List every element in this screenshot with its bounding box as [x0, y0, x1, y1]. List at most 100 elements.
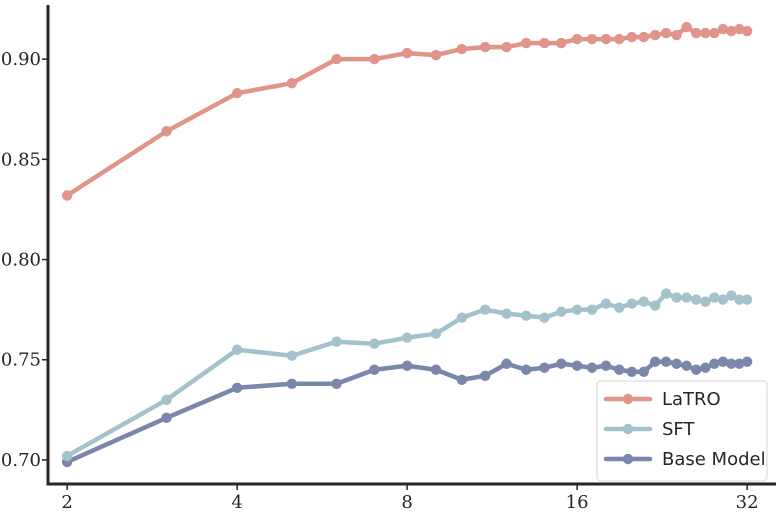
data-point-sft: [726, 290, 737, 301]
data-point-sft: [430, 328, 442, 339]
data-point-sft: [638, 296, 650, 307]
data-point-base-model: [671, 358, 682, 369]
data-point-latro: [161, 126, 172, 137]
legend-item-latro: LaTRO: [603, 389, 721, 410]
series-layer: [61, 21, 753, 468]
data-point-latro: [681, 21, 692, 33]
data-point-base-model: [161, 412, 172, 424]
data-point-latro: [231, 87, 243, 99]
data-point-base-model: [586, 362, 598, 373]
data-point-sft: [369, 338, 380, 349]
data-point-base-model: [231, 382, 243, 393]
data-point-latro: [671, 29, 682, 41]
data-point-latro: [480, 41, 491, 53]
data-point-sft: [286, 350, 298, 361]
data-point-base-model: [700, 362, 711, 373]
data-point-base-model: [600, 360, 612, 371]
data-point-base-model: [286, 378, 298, 389]
data-point-base-model: [734, 358, 745, 369]
data-point-sft: [734, 294, 745, 305]
data-point-latro: [726, 25, 737, 37]
data-point-latro: [586, 33, 598, 45]
legend-swatch-marker: [622, 423, 634, 435]
data-point-latro: [369, 53, 380, 65]
data-point-sft: [681, 292, 692, 303]
data-point-latro: [556, 37, 567, 49]
data-point-base-model: [556, 358, 567, 369]
data-point-sft: [671, 292, 682, 303]
y-tick-label: 0.80: [1, 250, 41, 271]
legend-label: Base Model: [662, 449, 766, 470]
data-point-latro: [650, 29, 661, 41]
data-point-base-model: [741, 356, 753, 367]
data-point-base-model: [430, 364, 442, 375]
data-point-base-model: [717, 356, 729, 367]
data-point-sft: [600, 298, 612, 309]
data-point-base-model: [539, 362, 550, 373]
legend-swatch-marker: [622, 393, 634, 405]
data-point-sft: [231, 344, 243, 355]
data-point-sft: [331, 336, 342, 347]
data-point-latro: [539, 37, 550, 49]
y-tick-label: 0.70: [1, 450, 41, 471]
legend-label: SFT: [662, 419, 695, 440]
data-point-latro: [600, 33, 612, 45]
data-point-latro: [571, 33, 583, 45]
data-point-latro: [741, 25, 753, 37]
data-point-sft: [401, 332, 413, 343]
data-point-base-model: [369, 364, 380, 375]
data-point-sft: [741, 294, 753, 305]
data-point-sft: [501, 308, 512, 319]
data-point-sft: [556, 306, 567, 317]
data-point-latro: [401, 47, 413, 59]
data-point-latro: [690, 27, 702, 39]
data-point-sft: [571, 304, 583, 315]
data-point-base-model: [650, 356, 661, 367]
data-point-sft: [161, 394, 172, 406]
data-point-base-model: [614, 364, 625, 375]
data-point-sft: [660, 288, 672, 299]
series-latro: [61, 21, 753, 201]
data-point-base-model: [520, 364, 532, 375]
data-point-sft: [650, 300, 661, 311]
data-point-latro: [456, 43, 468, 55]
data-point-latro: [660, 27, 672, 39]
legend: LaTRO SFT Base Model: [596, 380, 768, 482]
data-point-base-model: [726, 358, 737, 369]
legend-item-base-model: Base Model: [603, 449, 766, 470]
x-tick-label: 16: [566, 492, 589, 513]
axis-layer: [46, 5, 776, 486]
data-point-latro: [430, 49, 442, 61]
data-point-sft: [520, 310, 532, 321]
data-point-sft: [709, 292, 720, 303]
data-point-sft: [614, 302, 625, 313]
legend-swatch-marker: [622, 453, 634, 465]
data-point-base-model: [456, 374, 468, 385]
series-base-model: [61, 356, 753, 468]
tick-layer: 2 4 8 16 32 0.70 0.75 0.80 0.85 0.90: [1, 49, 759, 513]
y-tick-label: 0.90: [1, 49, 41, 70]
data-point-sft: [717, 294, 729, 305]
y-tick-label: 0.85: [1, 149, 41, 170]
data-point-latro: [331, 53, 342, 65]
legend-box: [596, 380, 768, 482]
x-tick-label: 32: [736, 492, 759, 513]
data-point-latro: [520, 37, 532, 49]
data-point-sft: [480, 304, 491, 315]
series-sft: [61, 288, 753, 462]
legend-label: LaTRO: [662, 389, 721, 410]
data-point-latro: [501, 41, 512, 53]
data-point-sft: [690, 294, 702, 305]
data-point-sft: [586, 304, 598, 315]
data-point-latro: [614, 33, 625, 45]
y-tick-label: 0.75: [1, 350, 41, 371]
data-point-base-model: [690, 364, 702, 375]
data-point-base-model: [501, 358, 512, 369]
legend-item-sft: SFT: [603, 419, 695, 440]
x-tick-label: 2: [61, 492, 72, 513]
data-point-base-model: [331, 378, 342, 389]
data-point-latro: [61, 190, 73, 201]
data-point-sft: [700, 296, 711, 307]
data-point-sft: [539, 312, 550, 323]
data-point-latro: [626, 31, 638, 43]
